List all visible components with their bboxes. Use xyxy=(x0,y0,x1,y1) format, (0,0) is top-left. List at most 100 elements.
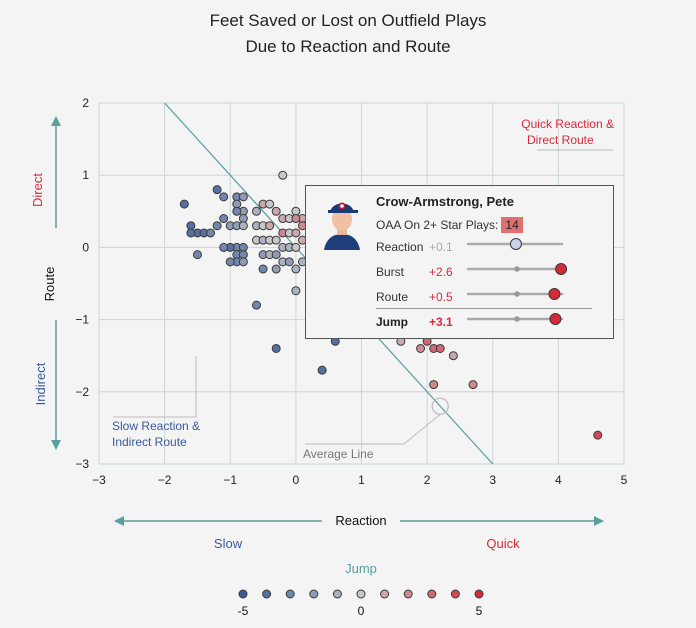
data-point xyxy=(225,257,235,267)
data-point xyxy=(271,235,281,245)
legend-swatch xyxy=(427,589,437,599)
y-arrow-down-head xyxy=(51,440,61,450)
x-tick-label: 0 xyxy=(293,473,300,487)
data-point xyxy=(238,192,248,202)
data-point xyxy=(219,242,229,252)
data-point xyxy=(468,380,478,390)
tooltip-sliders xyxy=(466,238,568,325)
data-point xyxy=(416,343,426,353)
y-arrow-top-label: Direct xyxy=(30,173,45,207)
slow-indirect-annotation-1: Slow Reaction & xyxy=(112,419,200,433)
y-tick-label: −2 xyxy=(75,385,89,399)
average-line-leader xyxy=(305,413,441,445)
legend-swatch xyxy=(450,589,460,599)
data-point xyxy=(278,170,288,180)
data-point xyxy=(593,430,603,440)
oaa-label: OAA On 2+ Star Plays: xyxy=(376,218,499,232)
x-tick-label: −2 xyxy=(158,473,172,487)
y-tick-label: 2 xyxy=(82,96,89,110)
data-point xyxy=(271,343,281,353)
data-point xyxy=(271,250,281,260)
data-point xyxy=(232,206,242,216)
x-tick-label: 2 xyxy=(424,473,431,487)
route-label: Route xyxy=(376,290,409,304)
data-point xyxy=(291,214,301,224)
slider-average-dot xyxy=(514,266,520,272)
y-arrow-up-head xyxy=(51,116,61,126)
data-point xyxy=(265,199,275,209)
legend-label-min: -5 xyxy=(238,604,249,618)
data-point xyxy=(291,264,301,274)
data-point xyxy=(265,221,275,231)
player-tooltip: Crow-Armstrong, Pete OAA On 2+ Star Play… xyxy=(305,185,614,339)
data-point xyxy=(238,221,248,231)
legend-swatch xyxy=(309,589,319,599)
slider-value-dot xyxy=(549,313,562,325)
data-point xyxy=(284,257,294,267)
data-point xyxy=(271,264,281,274)
legend-label-mid: 0 xyxy=(358,604,365,618)
slider-average-dot xyxy=(514,291,520,297)
legend-label-max: 5 xyxy=(476,604,483,618)
x-tick-label: 5 xyxy=(621,473,628,487)
data-point xyxy=(212,221,222,231)
jump-label: Jump xyxy=(376,315,409,329)
data-point xyxy=(291,286,301,296)
data-point xyxy=(186,228,196,238)
chart-title-line2: Due to Reaction and Route xyxy=(245,37,451,56)
data-point xyxy=(212,185,222,195)
legend-title: Jump xyxy=(345,561,377,576)
y-tick-label: −1 xyxy=(75,313,89,327)
slider-value-dot xyxy=(548,288,561,300)
data-point xyxy=(179,199,189,209)
data-point xyxy=(291,228,301,238)
legend-swatch xyxy=(285,589,295,599)
x-tick-label: 4 xyxy=(555,473,562,487)
data-point xyxy=(258,264,268,274)
tooltip-divider xyxy=(376,308,592,309)
jump-value: +3.1 xyxy=(429,315,453,329)
data-point xyxy=(238,257,248,267)
data-point xyxy=(252,300,261,310)
x-arrow-left-label: Slow xyxy=(214,536,243,551)
burst-value: +2.6 xyxy=(429,265,453,279)
y-tick-label: 0 xyxy=(82,240,89,254)
x-axis-label: Reaction xyxy=(335,513,386,528)
chart-title-line1: Feet Saved or Lost on Outfield Plays xyxy=(209,11,487,30)
slider-value-dot xyxy=(509,238,522,250)
player-name: Crow-Armstrong, Pete xyxy=(376,194,514,209)
average-line-annotation: Average Line xyxy=(303,447,374,461)
reaction-value: +0.1 xyxy=(429,240,453,254)
quick-direct-annotation-1: Quick Reaction & xyxy=(521,117,614,131)
data-point xyxy=(206,228,216,238)
slider-average-dot xyxy=(514,316,520,322)
x-arrow-left-head xyxy=(114,516,124,526)
y-arrow-bottom-label: Indirect xyxy=(33,362,48,405)
legend-swatch xyxy=(380,589,390,599)
burst-label: Burst xyxy=(376,265,405,279)
legend-swatch xyxy=(238,589,248,599)
player-photo xyxy=(320,194,364,250)
legend-swatch xyxy=(403,589,413,599)
data-point xyxy=(252,206,261,216)
x-arrow-right-label: Quick xyxy=(486,536,520,551)
data-point xyxy=(219,214,229,224)
slider-value-dot xyxy=(555,263,568,275)
y-axis-label: Route xyxy=(42,267,57,302)
reaction-label: Reaction xyxy=(376,240,424,254)
slow-indirect-annotation-2: Indirect Route xyxy=(112,435,187,449)
y-tick-label: 1 xyxy=(82,168,89,182)
x-tick-label: −1 xyxy=(223,473,237,487)
oaa-value-badge: 14 xyxy=(501,217,523,233)
data-point xyxy=(435,343,445,353)
data-point xyxy=(219,192,229,202)
data-point xyxy=(429,380,439,390)
route-value: +0.5 xyxy=(429,290,453,304)
legend-swatch xyxy=(474,589,484,599)
quick-direct-annotation-2: Direct Route xyxy=(527,133,594,147)
legend-swatch xyxy=(332,589,342,599)
oaa-row: OAA On 2+ Star Plays: 14 xyxy=(376,217,523,233)
data-point xyxy=(271,206,281,216)
x-tick-label: −3 xyxy=(92,473,106,487)
